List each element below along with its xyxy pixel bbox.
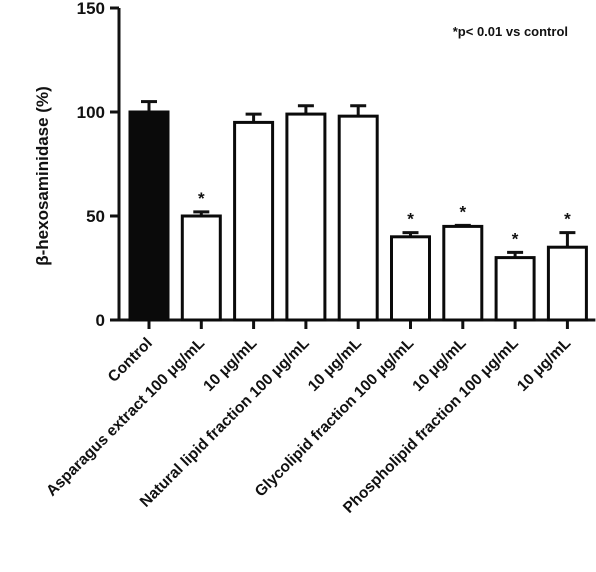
bar: [337, 114, 379, 322]
bar: [180, 214, 222, 322]
significance-marker: *: [407, 210, 414, 229]
bar: [546, 245, 588, 322]
significance-note: *p< 0.01 vs control: [453, 24, 568, 39]
x-tick-label: 10 μg/mL: [514, 335, 574, 395]
y-axis-label: β-hexosaminidase (%): [33, 86, 52, 265]
bar: [233, 120, 275, 322]
y-tick-label: 50: [86, 207, 105, 226]
significance-marker: *: [564, 210, 571, 229]
y-tick-label: 150: [77, 0, 105, 18]
significance-marker: *: [512, 229, 519, 248]
y-tick-label: 100: [77, 103, 105, 122]
bar: [494, 256, 536, 322]
bar: [128, 110, 170, 322]
bar: [390, 235, 431, 322]
bar-series: * * * * *: [128, 100, 588, 322]
y-axis: 0 50 100 150: [77, 0, 121, 330]
y-tick-label: 0: [96, 311, 105, 330]
x-tick-label: Control: [105, 335, 156, 386]
bar: [442, 224, 484, 322]
bar: [285, 112, 327, 322]
significance-marker: *: [459, 202, 466, 221]
significance-marker: *: [198, 189, 205, 208]
